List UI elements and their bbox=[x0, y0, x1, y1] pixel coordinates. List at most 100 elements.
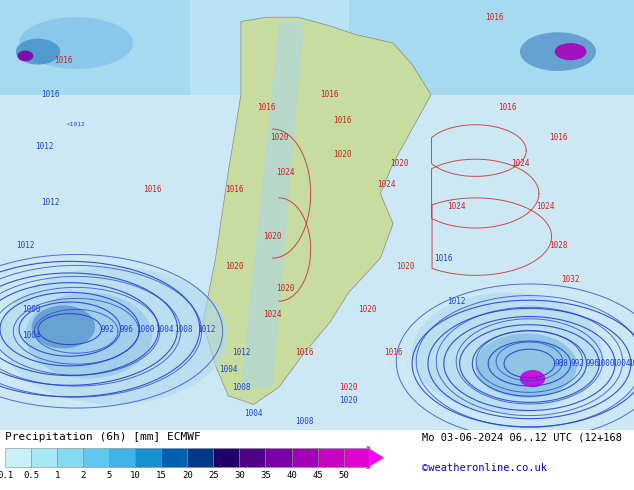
Text: 1000: 1000 bbox=[22, 305, 41, 314]
Text: 1000: 1000 bbox=[136, 324, 155, 334]
Ellipse shape bbox=[25, 293, 152, 379]
Text: 1016: 1016 bbox=[548, 133, 567, 142]
Bar bbox=[214, 448, 240, 467]
Text: ©weatheronline.co.uk: ©weatheronline.co.uk bbox=[422, 463, 547, 473]
Text: 1012: 1012 bbox=[197, 324, 216, 334]
Text: 10: 10 bbox=[130, 471, 141, 480]
Text: 1012: 1012 bbox=[35, 142, 54, 151]
Text: 1028: 1028 bbox=[548, 241, 567, 250]
Text: 50: 50 bbox=[338, 471, 349, 480]
Text: 1016: 1016 bbox=[498, 103, 517, 112]
Ellipse shape bbox=[17, 50, 33, 61]
Text: 1020: 1020 bbox=[339, 395, 358, 405]
Text: 1008: 1008 bbox=[628, 359, 634, 368]
FancyArrow shape bbox=[366, 447, 384, 469]
Bar bbox=[161, 448, 188, 467]
Text: 1024: 1024 bbox=[377, 180, 396, 190]
Text: 1016: 1016 bbox=[54, 56, 73, 65]
Text: 1032: 1032 bbox=[561, 275, 580, 284]
Bar bbox=[135, 448, 161, 467]
Text: 1016: 1016 bbox=[295, 348, 314, 357]
Text: Mo 03-06-2024 06..12 UTC (12+168: Mo 03-06-2024 06..12 UTC (12+168 bbox=[422, 432, 621, 442]
Text: 1024: 1024 bbox=[276, 168, 295, 176]
Text: 1016: 1016 bbox=[41, 90, 60, 99]
Text: 1020: 1020 bbox=[269, 133, 288, 142]
Text: 1016: 1016 bbox=[320, 90, 339, 99]
Text: 1008: 1008 bbox=[295, 417, 314, 426]
Text: 996: 996 bbox=[120, 324, 134, 334]
Text: 35: 35 bbox=[260, 471, 271, 480]
Text: <1012: <1012 bbox=[67, 122, 86, 127]
Text: 1004: 1004 bbox=[244, 409, 263, 417]
Text: 1012: 1012 bbox=[41, 197, 60, 207]
Text: 1004: 1004 bbox=[22, 331, 41, 340]
Text: 1016: 1016 bbox=[257, 103, 276, 112]
Ellipse shape bbox=[19, 17, 133, 69]
Text: Precipitation (6h) [mm] ECMWF: Precipitation (6h) [mm] ECMWF bbox=[5, 432, 201, 442]
Bar bbox=[0, 0, 634, 95]
Text: 1004: 1004 bbox=[219, 366, 238, 374]
Text: 1016: 1016 bbox=[434, 254, 453, 263]
Text: 1012: 1012 bbox=[16, 241, 35, 250]
Text: 0.5: 0.5 bbox=[23, 471, 39, 480]
Text: 1020: 1020 bbox=[358, 305, 377, 314]
Text: 1020: 1020 bbox=[396, 262, 415, 271]
Text: 15: 15 bbox=[156, 471, 167, 480]
Text: 45: 45 bbox=[312, 471, 323, 480]
Bar bbox=[57, 448, 83, 467]
Text: 1004: 1004 bbox=[612, 359, 631, 368]
Text: 1020: 1020 bbox=[339, 383, 358, 392]
Text: 1: 1 bbox=[55, 471, 60, 480]
Text: 0.1: 0.1 bbox=[0, 471, 13, 480]
Text: 988: 988 bbox=[554, 359, 568, 368]
Text: 1020: 1020 bbox=[333, 150, 352, 159]
Polygon shape bbox=[241, 22, 304, 387]
Text: 1012: 1012 bbox=[447, 296, 466, 306]
Text: 1020: 1020 bbox=[225, 262, 244, 271]
Polygon shape bbox=[203, 17, 431, 404]
Text: 1008: 1008 bbox=[231, 383, 250, 392]
Bar bbox=[31, 448, 57, 467]
Bar bbox=[344, 448, 370, 467]
Text: 30: 30 bbox=[234, 471, 245, 480]
Text: 992: 992 bbox=[570, 359, 584, 368]
Ellipse shape bbox=[32, 305, 95, 348]
Text: 1020: 1020 bbox=[263, 232, 282, 241]
Text: 1020: 1020 bbox=[390, 159, 409, 168]
Text: 1016: 1016 bbox=[333, 116, 352, 125]
Bar bbox=[109, 448, 135, 467]
Bar bbox=[83, 448, 109, 467]
Ellipse shape bbox=[520, 370, 545, 387]
Text: 5: 5 bbox=[107, 471, 112, 480]
Text: 1016: 1016 bbox=[485, 13, 504, 22]
Bar bbox=[292, 448, 318, 467]
Text: 1024: 1024 bbox=[263, 310, 282, 318]
Ellipse shape bbox=[555, 43, 586, 60]
Text: 996: 996 bbox=[586, 359, 600, 368]
Bar bbox=[266, 448, 292, 467]
Ellipse shape bbox=[0, 267, 228, 404]
Bar bbox=[5, 448, 31, 467]
Text: 1024: 1024 bbox=[536, 202, 555, 211]
Text: 1016: 1016 bbox=[143, 185, 162, 194]
Text: 1016: 1016 bbox=[384, 348, 403, 357]
Text: 1008: 1008 bbox=[174, 324, 193, 334]
Text: 1024: 1024 bbox=[447, 202, 466, 211]
Text: 992: 992 bbox=[101, 324, 115, 334]
Bar bbox=[190, 0, 349, 95]
Ellipse shape bbox=[476, 333, 577, 398]
Text: 1016: 1016 bbox=[225, 185, 244, 194]
Text: 1000: 1000 bbox=[596, 359, 615, 368]
Text: 1004: 1004 bbox=[155, 324, 174, 334]
Ellipse shape bbox=[16, 39, 60, 65]
Bar bbox=[240, 448, 266, 467]
Text: 1020: 1020 bbox=[276, 284, 295, 293]
Text: 25: 25 bbox=[208, 471, 219, 480]
Bar bbox=[318, 448, 344, 467]
Ellipse shape bbox=[520, 32, 596, 71]
Text: 1024: 1024 bbox=[510, 159, 529, 168]
Text: 1012: 1012 bbox=[231, 348, 250, 357]
Text: 20: 20 bbox=[182, 471, 193, 480]
Bar bbox=[188, 448, 214, 467]
Text: 2: 2 bbox=[81, 471, 86, 480]
